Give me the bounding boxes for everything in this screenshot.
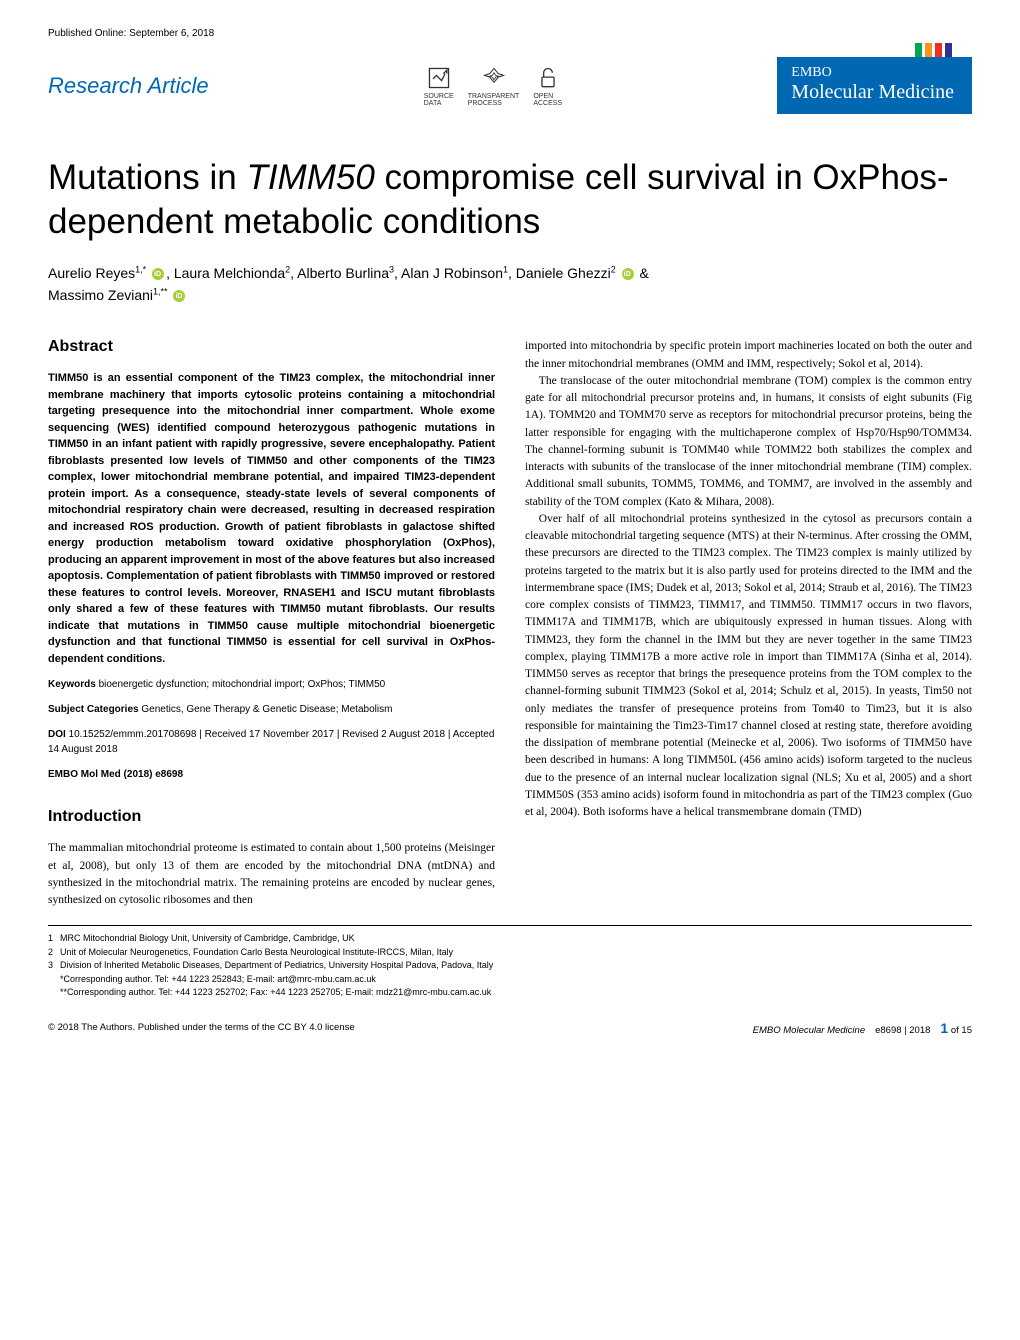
author-1: Aurelio Reyes — [48, 265, 135, 281]
orcid-icon[interactable] — [622, 268, 634, 280]
open-access-icon: OPENACCESS — [533, 65, 562, 107]
header-row: Research Article SOURCEDATA TRANSPARENTP… — [48, 57, 972, 114]
orcid-icon[interactable] — [173, 290, 185, 302]
title-pre: Mutations in — [48, 158, 246, 197]
intro-p1: The mammalian mitochondrial proteome is … — [48, 840, 495, 909]
title-gene: TIMM50 — [246, 158, 374, 197]
subject-text: Genetics, Gene Therapy & Genetic Disease… — [139, 704, 393, 715]
doi-label: DOI — [48, 729, 66, 740]
affiliation-2: 2Unit of Molecular Neurogenetics, Founda… — [48, 946, 972, 960]
author-4: , Alan J Robinson — [394, 265, 503, 281]
intro-title: Introduction — [48, 808, 495, 826]
page-indicator: 1 of 15 — [940, 1020, 972, 1036]
header-badges: SOURCEDATA TRANSPARENTPROCESS OPENACCESS — [424, 65, 562, 107]
source-data-label: SOURCEDATA — [424, 93, 454, 107]
corresponding-1: *Corresponding author. Tel: +44 1223 252… — [48, 973, 972, 987]
corresponding-2: **Corresponding author. Tel: +44 1223 25… — [48, 986, 972, 1000]
footer-right: EMBO Molecular Medicine e8698 | 2018 1 o… — [753, 1020, 972, 1036]
journal-stripes — [915, 43, 952, 57]
doi-line: DOI 10.15252/emmm.201708698 | Received 1… — [48, 727, 495, 757]
page-of: of 15 — [948, 1025, 972, 1036]
subject-label: Subject Categories — [48, 704, 139, 715]
transparent-process-label: TRANSPARENTPROCESS — [468, 93, 520, 107]
journal-name: Molecular Medicine — [791, 81, 954, 104]
author-6: Massimo Zeviani — [48, 287, 153, 303]
left-column: Abstract TIMM50 is an essential componen… — [48, 338, 495, 909]
keywords-text: bioenergetic dysfunction; mitochondrial … — [96, 679, 385, 690]
body-p3: Over half of all mitochondrial proteins … — [525, 511, 972, 822]
doi-text: 10.15252/emmm.201708698 | Received 17 No… — [48, 729, 494, 755]
right-column: imported into mitochondria by specific p… — [525, 338, 972, 909]
article-type: Research Article — [48, 73, 209, 99]
body-p2: The translocase of the outer mitochondri… — [525, 373, 972, 511]
footer-ref: e8698 | 2018 — [875, 1025, 930, 1036]
author-amp: & — [636, 265, 649, 281]
journal-ref-line: EMBO Mol Med (2018) e8698 — [48, 767, 495, 782]
journal-box: EMBO Molecular Medicine — [777, 57, 972, 114]
keywords-label: Keywords — [48, 679, 96, 690]
two-column-layout: Abstract TIMM50 is an essential componen… — [48, 338, 972, 909]
affiliations: 1MRC Mitochondrial Biology Unit, Univers… — [48, 925, 972, 1000]
affiliation-3: 3Division of Inherited Metabolic Disease… — [48, 959, 972, 973]
abstract-title: Abstract — [48, 338, 495, 356]
author-3: , Alberto Burlina — [290, 265, 389, 281]
authors-list: Aurelio Reyes1,* , Laura Melchionda2, Al… — [48, 262, 972, 307]
open-access-label: OPENACCESS — [533, 93, 562, 107]
page-footer: © 2018 The Authors. Published under the … — [48, 1020, 972, 1036]
orcid-icon[interactable] — [152, 268, 164, 280]
keywords-line: Keywords bioenergetic dysfunction; mitoc… — [48, 677, 495, 692]
affiliation-1: 1MRC Mitochondrial Biology Unit, Univers… — [48, 932, 972, 946]
copyright: © 2018 The Authors. Published under the … — [48, 1022, 355, 1033]
transparent-process-icon: TRANSPARENTPROCESS — [468, 65, 520, 107]
author-5: , Daniele Ghezzi — [508, 265, 611, 281]
footer-journal: EMBO Molecular Medicine — [753, 1025, 865, 1036]
abstract-text: TIMM50 is an essential component of the … — [48, 370, 495, 667]
journal-org: EMBO — [791, 65, 954, 81]
source-data-icon: SOURCEDATA — [424, 65, 454, 107]
publication-date: Published Online: September 6, 2018 — [48, 28, 972, 39]
article-title: Mutations in TIMM50 compromise cell surv… — [48, 156, 972, 244]
subject-line: Subject Categories Genetics, Gene Therap… — [48, 702, 495, 717]
body-p1: imported into mitochondria by specific p… — [525, 338, 972, 373]
intro-text: The mammalian mitochondrial proteome is … — [48, 840, 495, 909]
author-2: , Laura Melchionda — [166, 265, 285, 281]
